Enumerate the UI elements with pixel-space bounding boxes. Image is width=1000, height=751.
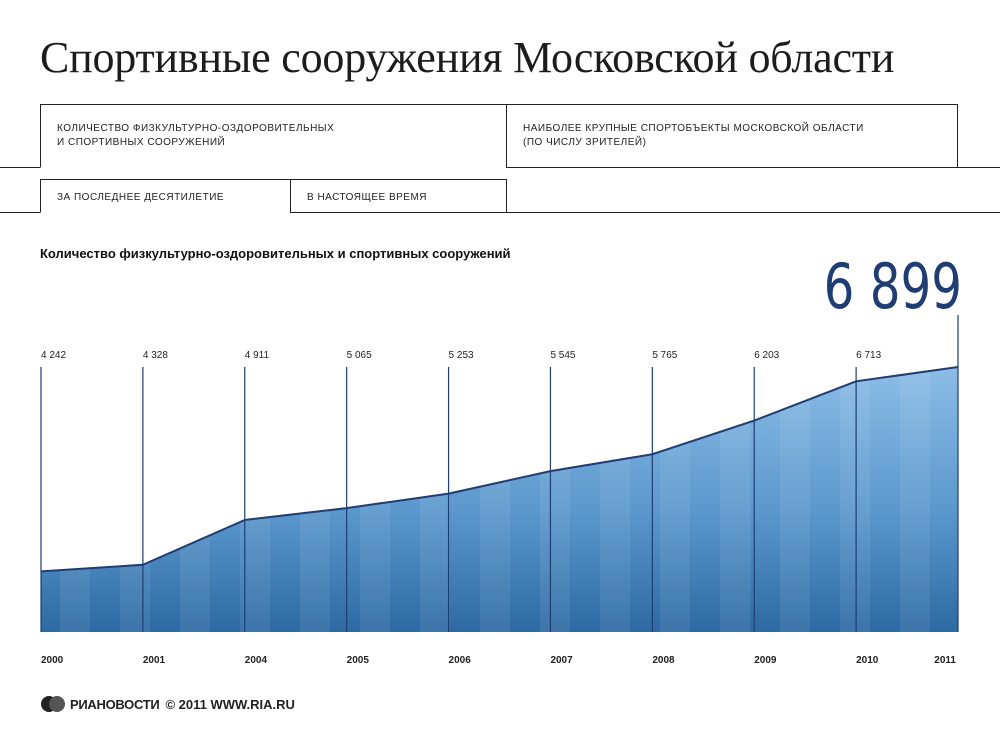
value-label: 5 065 (347, 350, 372, 361)
value-label: 6 203 (754, 350, 779, 361)
copyright: © 2011 WWW.RIA.RU (165, 696, 295, 712)
tab-largest-venues[interactable]: Наиболее крупные спортобъекты Московской… (506, 104, 958, 168)
area-texture (41, 367, 958, 632)
chart-heading: Количество физкультурно-оздоровительных … (40, 246, 511, 261)
sub-tabs: за последнее десятилетие в настоящее вре… (0, 179, 1000, 213)
highlight-value: 6 899 (824, 251, 962, 323)
value-label: 4 242 (41, 350, 66, 361)
page-title: Спортивные сооружения Московской области (40, 33, 895, 82)
x-tick-label: 2000 (41, 655, 64, 666)
tab-label-line1: Количество физкультурно-оздоровительных (57, 123, 335, 134)
value-label: 6 713 (856, 350, 881, 361)
x-tick-label: 2009 (754, 655, 777, 666)
area-chart: 4 242 2000 4 328 2001 4 911 2004 5 065 2005 5 25… (40, 251, 962, 666)
x-tick-label: 2004 (245, 655, 268, 666)
tab-last-decade[interactable]: за последнее десятилетие (40, 179, 291, 213)
main-tabs: Количество физкультурно-оздоровительных … (0, 104, 1000, 168)
value-label: 4 328 (143, 350, 168, 361)
ria-logo-icon (41, 696, 65, 712)
x-tick-label: 2005 (347, 655, 370, 666)
tab-label-line1: Наиболее крупные спортобъекты Московской… (523, 123, 864, 134)
tab-label-line2: и спортивных сооружений (57, 137, 226, 148)
value-label: 5 545 (550, 350, 575, 361)
value-label: 5 253 (449, 350, 474, 361)
x-tick-label: 2001 (143, 655, 166, 666)
value-label: 5 765 (652, 350, 677, 361)
series-line (40, 366, 959, 573)
value-label: 4 911 (245, 350, 270, 361)
x-tick-label: 2007 (550, 655, 573, 666)
tab-present-time[interactable]: в настоящее время (290, 179, 507, 213)
agency-name: РИАНОВОСТИ (70, 696, 160, 712)
tab-label-line2: (по числу зрителей) (523, 137, 647, 148)
x-tick-label: 2008 (652, 655, 675, 666)
x-tick-label: 2010 (856, 655, 879, 666)
x-tick-label: 2006 (449, 655, 472, 666)
x-tick-label: 2011 (934, 655, 956, 666)
footer: РИАНОВОСТИ © 2011 WWW.RIA.RU (40, 692, 295, 716)
tab-facilities-count[interactable]: Количество физкультурно-оздоровительных … (40, 104, 507, 168)
